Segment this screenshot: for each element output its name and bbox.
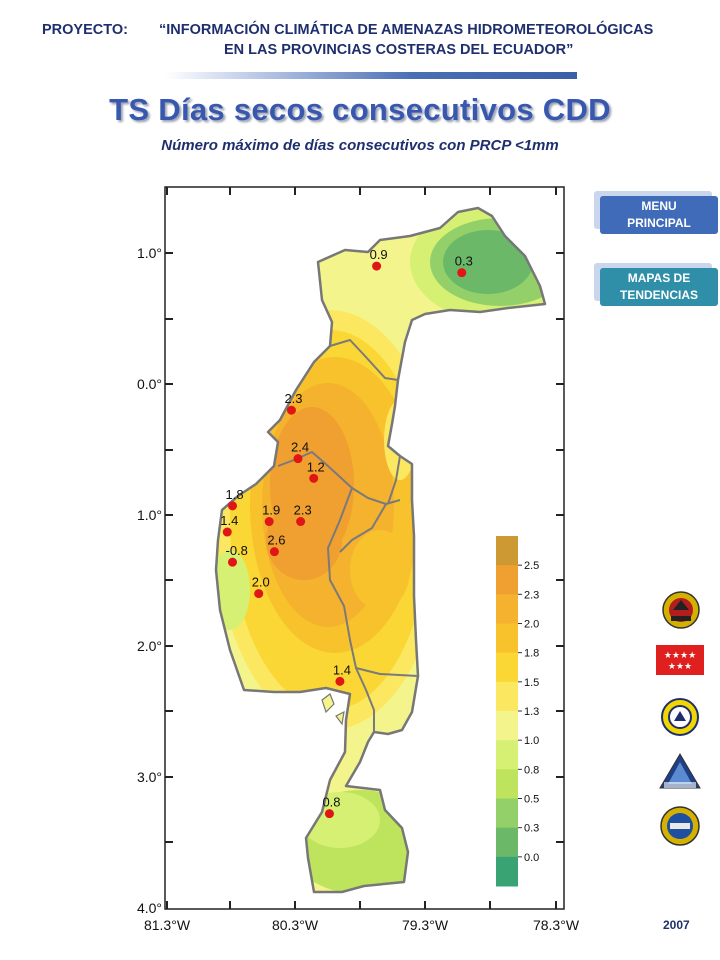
longitude-label: 79.3°W (402, 917, 449, 933)
legend-label: 2.0 (524, 619, 539, 631)
trends-button-line1: MAPAS DE (627, 271, 691, 285)
station-marker[interactable] (286, 405, 296, 415)
legend-label: 0.3 (524, 823, 539, 835)
color-legend: 2.5 2.3 2.0 1.8 1.5 1.3 1.0 0.8 0.5 0.3 0.0 (496, 536, 539, 887)
station-marker[interactable] (296, 517, 306, 527)
legend-label: 0.0 (524, 852, 539, 864)
mapas-tendencias-button[interactable]: MAPAS DE TENDENCIAS (600, 268, 718, 306)
latitude-label: 1.0° (137, 507, 162, 523)
station-marker[interactable] (309, 473, 319, 483)
legend-swatch (496, 856, 518, 887)
station-marker[interactable] (324, 809, 334, 819)
station-value-label: 2.3 (284, 391, 302, 406)
station-value-label: 1.4 (220, 513, 238, 528)
station-value-label: 2.3 (294, 503, 312, 518)
station-marker[interactable] (222, 527, 232, 537)
page-subtitle: Número máximo de días consecutivos con P… (161, 137, 559, 154)
legend-label: 1.0 (524, 735, 539, 747)
legend-swatch (496, 798, 518, 829)
institution-emblem-icon[interactable] (658, 697, 702, 737)
latitude-label: 4.0° (137, 900, 162, 916)
province-boundaries (277, 339, 419, 732)
project-header: PROYECTO: “INFORMACIÓN CLIMÁTICA DE AMENA… (42, 20, 654, 58)
legend-swatch (496, 623, 518, 654)
latitude-labels: 1.0° 0.0° 1.0° 2.0° 3.0° 4.0° (137, 245, 162, 916)
project-title-line1: “INFORMACIÓN CLIMÁTICA DE AMENAZAS HIDRO… (159, 22, 654, 38)
longitude-label: 78.3°W (533, 917, 580, 933)
legend-swatch (496, 711, 518, 741)
longitude-label: 81.3°W (144, 917, 191, 933)
page-title: TS Días secos consecutivos CDD (109, 92, 611, 127)
legend-label: 1.5 (524, 677, 539, 689)
institution-seal-icon[interactable] (658, 590, 704, 630)
map-frame-ticks (165, 187, 564, 909)
menu-button-line1: MENU (641, 199, 677, 213)
station-value-label: 1.2 (307, 459, 325, 474)
inamhi-logo-icon[interactable] (658, 752, 702, 792)
legend-label: 2.5 (524, 560, 539, 572)
station-value-label: 0.8 (322, 795, 340, 810)
header-divider-bar (165, 72, 577, 79)
gulf-island (321, 693, 335, 714)
station-value-label: 1.9 (262, 503, 280, 518)
project-label: PROYECTO: (42, 22, 128, 38)
svg-text:★★★: ★★★ (668, 661, 692, 671)
station-marker[interactable] (372, 261, 382, 271)
naval-seal-icon[interactable] (658, 805, 702, 847)
station-value-label: 1.4 (333, 662, 351, 677)
latitude-label: 1.0° (137, 245, 162, 261)
station-marker[interactable] (335, 676, 345, 686)
legend-swatch (496, 565, 518, 595)
station-marker[interactable] (293, 454, 303, 464)
station-marker[interactable] (457, 268, 467, 278)
svg-text:★★★★: ★★★★ (664, 650, 696, 660)
menu-principal-button[interactable]: MENU PRINCIPAL (600, 196, 718, 234)
legend-swatch (496, 681, 518, 712)
station-layer: 0.9 0.3 2.3 2.4 1.2 1.8 1.9 2.3 1.4 2.6 -0.8 2.0 1.4… (220, 247, 473, 819)
gulf-island (335, 710, 345, 726)
station-marker[interactable] (269, 547, 279, 557)
latitude-label: 0.0° (137, 376, 162, 392)
station-marker[interactable] (228, 501, 237, 511)
legend-label: 0.8 (524, 764, 539, 776)
legend-label: 2.3 (524, 589, 539, 601)
station-value-label: 0.3 (455, 254, 473, 269)
station-value-label: 2.0 (252, 575, 270, 590)
station-value-label: 1.8 (226, 487, 244, 502)
year-label: 2007 (663, 918, 690, 932)
trends-button-line2: TENDENCIAS (619, 288, 698, 302)
coastline (214, 206, 547, 894)
legend-label: 0.5 (524, 794, 539, 806)
legend-swatch (496, 536, 518, 566)
station-value-label: 0.9 (370, 247, 388, 262)
station-value-label: -0.8 (226, 543, 248, 558)
latitude-label: 2.0° (137, 638, 162, 654)
project-title-line2: EN LAS PROVINCIAS COSTERAS DEL ECUADOR” (224, 42, 574, 58)
latitude-label: 3.0° (137, 769, 162, 785)
legend-swatch (496, 827, 518, 858)
station-value-label: 2.4 (291, 440, 309, 455)
legend-swatch (496, 594, 518, 624)
flag-stars-icon[interactable]: ★★★★ ★★★ (656, 645, 704, 675)
station-marker[interactable] (264, 517, 274, 527)
legend-label: 1.3 (524, 706, 539, 718)
station-marker[interactable] (228, 557, 237, 567)
legend-swatch (496, 652, 518, 683)
longitude-labels: 81.3°W 80.3°W 79.3°W 78.3°W (144, 917, 580, 933)
legend-swatch (496, 769, 518, 799)
station-marker[interactable] (254, 589, 264, 599)
longitude-label: 80.3°W (272, 917, 319, 933)
legend-swatch (496, 740, 518, 770)
menu-button-line2: PRINCIPAL (627, 216, 691, 230)
legend-label: 1.8 (524, 648, 539, 660)
station-value-label: 2.6 (267, 533, 285, 548)
